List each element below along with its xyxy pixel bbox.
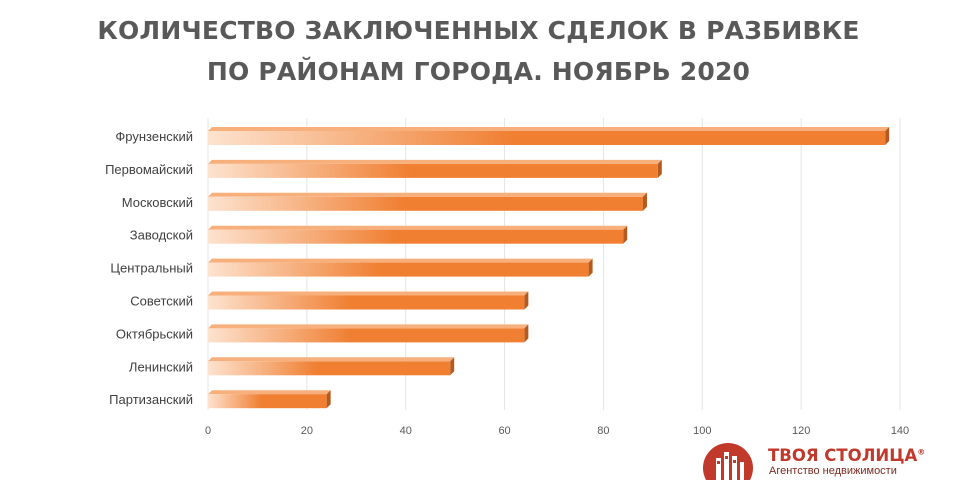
category-label: Центральный (110, 261, 193, 276)
x-tick-label: 100 (693, 425, 711, 437)
chart-title-line-1: КОЛИЧЕСТВО ЗАКЛЮЧЕННЫХ СДЕЛОК В РАЗБИВКЕ (97, 16, 860, 45)
bar-end-face (524, 291, 529, 310)
x-tick-label: 0 (205, 425, 211, 437)
bar-front-face (208, 262, 589, 277)
bar-top-face (208, 159, 662, 164)
x-tick-label: 20 (301, 425, 313, 437)
category-label: Советский (130, 294, 193, 309)
bar-top-face (208, 291, 529, 296)
bar-end-face (524, 324, 529, 343)
bar (208, 225, 628, 244)
x-tick-label: 80 (597, 425, 609, 437)
company-logo: ТВОЯ СТОЛИЦА® Агентство недвижимости (702, 440, 952, 480)
chart-title: КОЛИЧЕСТВО ЗАКЛЮЧЕННЫХ СДЕЛОК В РАЗБИВКЕ… (0, 10, 957, 92)
bar-top-face (208, 390, 331, 395)
bar-top-face (208, 357, 455, 362)
bar (208, 390, 331, 409)
chart-title-line-2: ПО РАЙОНАМ ГОРОДА. НОЯБРЬ 2020 (206, 57, 751, 86)
bar-end-face (885, 127, 890, 145)
bar-top-face (208, 324, 529, 329)
bar-end-face (642, 192, 647, 211)
bar-top-face (208, 258, 593, 263)
category-label: Московский (122, 195, 193, 210)
x-tick-label: 140 (891, 425, 909, 437)
bar-front-face (208, 328, 525, 343)
bar-front-face (208, 131, 886, 145)
category-labels: Фрунзенский Первомайский Московский Заводск… (105, 129, 193, 407)
bar-front-face (208, 394, 327, 409)
bar-front-face (208, 229, 624, 244)
bar-front-face (208, 361, 451, 376)
category-label: Первомайский (105, 162, 193, 177)
bar (208, 291, 529, 310)
bar (208, 258, 593, 277)
bar (208, 127, 890, 145)
logo-tagline: Агентство недвижимости (769, 465, 897, 477)
x-tick-label: 40 (400, 425, 412, 437)
bar-front-face (208, 196, 643, 211)
bar (208, 357, 455, 376)
bar-end-face (623, 225, 628, 244)
bar-front-face (208, 295, 525, 310)
bar-top-face (208, 225, 628, 230)
bar-top-face (208, 127, 890, 131)
bar (208, 192, 647, 211)
bar-end-face (588, 258, 593, 277)
bars (208, 127, 890, 409)
x-tick-label: 120 (792, 425, 810, 437)
bar-end-face (450, 357, 455, 376)
category-label: Заводской (130, 228, 193, 243)
category-label: Партизанский (109, 392, 193, 407)
bar-front-face (208, 163, 658, 178)
bar-end-face (326, 390, 331, 409)
category-label: Ленинский (129, 359, 193, 374)
bar (208, 159, 662, 178)
bar-end-face (657, 159, 662, 178)
bar-top-face (208, 192, 647, 197)
logo-building-icon (702, 440, 758, 480)
x-tick-labels: 0 20 40 60 80 100 120 140 (205, 425, 909, 437)
bar (208, 324, 529, 343)
x-tick-label: 60 (498, 425, 510, 437)
logo-name: ТВОЯ СТОЛИЦА® (768, 446, 926, 465)
category-label: Фрунзенский (115, 129, 193, 144)
category-label: Октябрьский (116, 326, 193, 341)
